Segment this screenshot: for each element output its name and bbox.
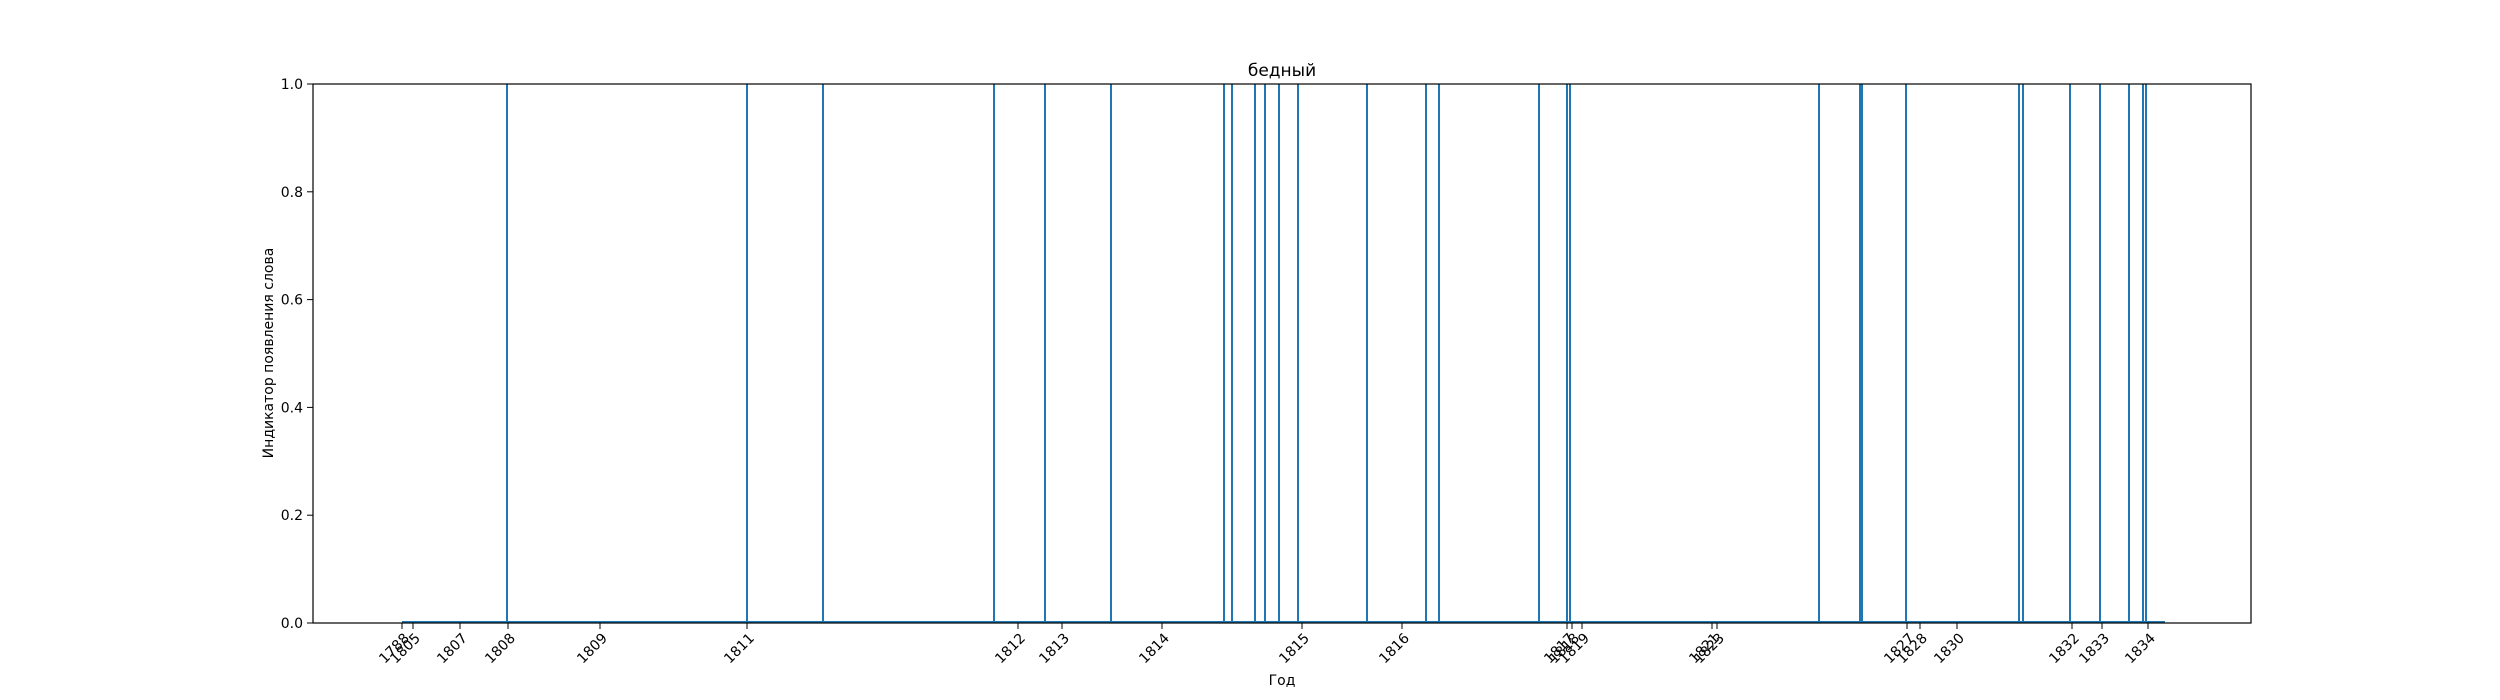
x-tick-label: 1811 bbox=[721, 631, 758, 668]
x-tick-label: 1814 bbox=[1136, 630, 1173, 667]
x-tick-label: 1830 bbox=[1931, 631, 1968, 668]
y-axis-label: Индикатор появления слова bbox=[261, 248, 277, 459]
y-tick-label: 0.4 bbox=[281, 400, 303, 416]
x-tick-label: 1834 bbox=[2122, 630, 2159, 667]
chart-title: бедный bbox=[1248, 61, 1316, 81]
x-tick-label: 1807 bbox=[434, 631, 471, 668]
x-axis-label: Год bbox=[1269, 673, 1296, 689]
y-axis: 0.0 0.2 0.4 0.6 0.8 1.0 bbox=[281, 77, 313, 632]
event-bars bbox=[402, 84, 2165, 623]
x-tick-label: 1809 bbox=[574, 631, 611, 668]
y-tick-label: 0.2 bbox=[281, 508, 303, 524]
x-tick-label: 1832 bbox=[2046, 631, 2083, 668]
plot-area bbox=[313, 84, 2251, 623]
y-tick-label: 1.0 bbox=[281, 77, 303, 93]
y-tick-label: 0.6 bbox=[281, 293, 303, 309]
plot-frame bbox=[312, 83, 2252, 624]
y-tick-label: 0.0 bbox=[281, 616, 303, 632]
x-tick-label: 1813 bbox=[1036, 631, 1073, 668]
x-tick-label: 1833 bbox=[2076, 631, 2113, 668]
x-tick-label: 1816 bbox=[1376, 630, 1413, 667]
y-tick-label: 0.8 bbox=[281, 185, 303, 201]
x-tick-label: 1812 bbox=[992, 631, 1029, 668]
x-tick-label: 1808 bbox=[482, 631, 519, 668]
x-tick-label: 1815 bbox=[1276, 631, 1313, 668]
